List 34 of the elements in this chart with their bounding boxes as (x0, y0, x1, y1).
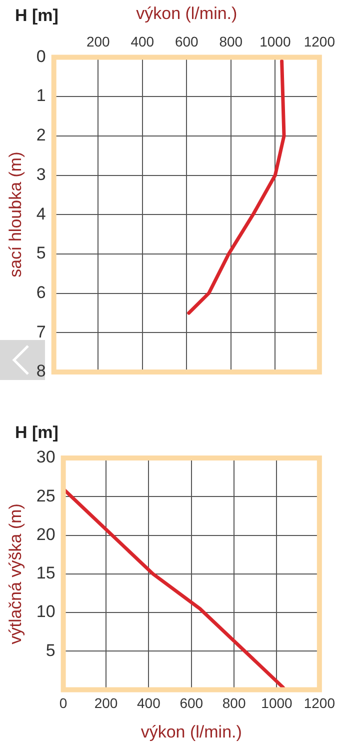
x-tick-label: 1200 (304, 34, 336, 50)
x-tick-label: 1000 (261, 695, 293, 712)
y-tick-label: 8 (36, 362, 46, 381)
text: H [m] (15, 6, 58, 26)
x-tick-label: 200 (94, 695, 118, 712)
x-tick-label: 600 (174, 34, 199, 50)
y-tick-label: 25 (36, 486, 56, 506)
y-tick-label: 5 (36, 244, 46, 263)
y-axis-title: sací hloubka (m) (6, 152, 25, 278)
y-tick-label: 6 (36, 282, 46, 302)
x-tick-label: 400 (130, 34, 154, 50)
y-tick-label: 20 (36, 524, 56, 544)
text: H [m] (15, 423, 58, 442)
y-tick-label: 4 (36, 204, 46, 224)
y-tick-label: 30 (36, 448, 56, 467)
x-tick-label: 200 (86, 34, 110, 50)
x-tick-label: 400 (137, 695, 161, 712)
y-tick-label: 15 (36, 564, 56, 583)
x-axis-title: výkon (l/min.) (140, 722, 242, 742)
y-tick-label: 2 (36, 126, 46, 145)
y-tick-label: 5 (46, 640, 56, 660)
x-tick-label: 600 (180, 695, 204, 712)
x-tick-label: 1000 (260, 34, 291, 50)
y-tick-label: 0 (36, 46, 46, 66)
y-tick-label: 7 (36, 322, 46, 342)
y-tick-label: 10 (36, 602, 56, 622)
x-tick-label: 800 (222, 695, 246, 712)
x-axis-title: výkon (l/min.) (136, 4, 238, 23)
y-axis-title: výtlačná výška (m) (6, 504, 25, 644)
y-tick-label: 3 (36, 164, 46, 184)
x-tick-label: 1200 (304, 695, 336, 712)
y-tick-label: 1 (36, 86, 46, 106)
x-tick-label: 800 (219, 34, 243, 50)
x-tick-label: 0 (59, 695, 68, 712)
